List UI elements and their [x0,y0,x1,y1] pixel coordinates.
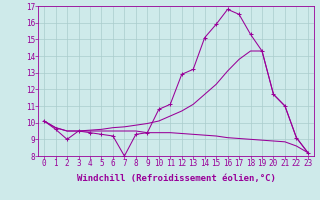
X-axis label: Windchill (Refroidissement éolien,°C): Windchill (Refroidissement éolien,°C) [76,174,276,183]
